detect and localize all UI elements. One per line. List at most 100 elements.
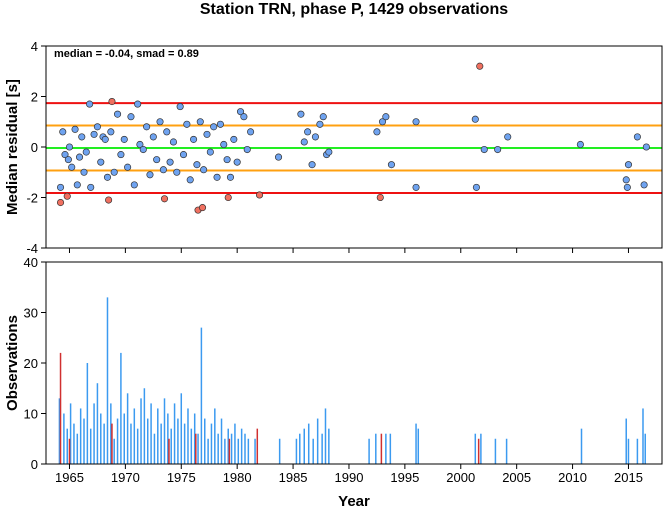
point	[382, 113, 390, 121]
point	[156, 118, 164, 126]
point	[59, 128, 67, 136]
point	[68, 163, 76, 171]
point	[124, 163, 132, 171]
y-tick-label: -4	[26, 241, 38, 256]
point	[56, 183, 65, 191]
y-tick-label: 30	[24, 306, 38, 321]
x-axis-label: Year	[338, 493, 370, 510]
plot-frame	[45, 261, 663, 465]
point	[78, 133, 86, 141]
y-tick-label: 40	[24, 255, 38, 270]
point	[90, 130, 98, 138]
point	[64, 156, 72, 164]
point	[176, 103, 184, 111]
point	[412, 183, 420, 191]
point	[642, 143, 650, 151]
point	[378, 118, 387, 126]
point	[117, 151, 125, 159]
point	[373, 128, 381, 136]
point	[120, 135, 128, 143]
point	[190, 135, 198, 143]
x-tick-label: 2000	[446, 470, 475, 485]
point	[56, 199, 65, 207]
point	[166, 158, 174, 166]
y-tick-label: 10	[24, 407, 38, 422]
point	[139, 145, 147, 154]
point	[311, 133, 319, 141]
point	[63, 192, 71, 200]
point	[325, 148, 333, 156]
point	[203, 130, 211, 138]
point	[103, 173, 112, 181]
y-tick-label: -2	[26, 191, 38, 206]
point	[233, 158, 241, 166]
point	[220, 140, 228, 149]
point	[61, 151, 69, 159]
point	[476, 62, 484, 70]
point	[624, 161, 633, 169]
point	[143, 123, 151, 131]
point	[186, 176, 194, 184]
chart-title: Station TRN, phase P, 1429 observations	[200, 1, 508, 18]
point	[193, 161, 201, 169]
point	[80, 168, 88, 176]
point	[65, 143, 74, 151]
point	[633, 133, 641, 141]
point	[107, 128, 115, 136]
point	[105, 196, 113, 204]
x-tick-label: 1965	[55, 470, 84, 485]
point	[243, 145, 251, 154]
point	[224, 193, 232, 202]
point	[230, 135, 238, 143]
point	[210, 123, 218, 131]
point	[255, 191, 264, 199]
y-tick-label: 0	[31, 457, 38, 472]
point	[153, 156, 161, 164]
point	[622, 176, 630, 184]
point	[206, 148, 214, 156]
point	[169, 138, 177, 146]
point	[75, 153, 84, 161]
point	[179, 151, 188, 159]
point	[82, 148, 90, 156]
x-tick-label: 1970	[111, 470, 140, 485]
point	[316, 120, 324, 128]
point	[110, 168, 118, 176]
point	[196, 118, 204, 126]
point	[376, 193, 384, 202]
point	[130, 181, 138, 189]
point	[274, 153, 283, 161]
point	[226, 173, 235, 181]
point	[183, 120, 191, 128]
point	[304, 128, 312, 136]
point	[504, 133, 512, 141]
point	[576, 140, 584, 149]
x-tick-label: 2010	[558, 470, 587, 485]
point	[93, 123, 101, 131]
point	[494, 145, 502, 154]
point	[247, 128, 255, 136]
point	[198, 204, 207, 212]
point	[300, 138, 308, 146]
point	[623, 183, 631, 191]
point	[216, 120, 224, 128]
point	[297, 110, 305, 118]
y-axis-label: Observations	[4, 315, 21, 411]
y-tick-label: 20	[24, 356, 38, 371]
x-tick-label: 1980	[223, 470, 252, 485]
point	[113, 110, 122, 118]
x-tick-label: 1990	[335, 470, 364, 485]
point	[471, 115, 479, 123]
point	[71, 125, 79, 133]
point	[640, 181, 648, 189]
point	[236, 108, 245, 116]
point	[146, 171, 154, 179]
x-tick-label: 2015	[614, 470, 643, 485]
x-tick-label: 2005	[502, 470, 531, 485]
x-tick-label: 1985	[279, 470, 308, 485]
point	[319, 113, 327, 121]
y-tick-label: 0	[31, 140, 38, 155]
point	[223, 156, 231, 164]
point	[472, 183, 480, 191]
point	[97, 158, 105, 166]
